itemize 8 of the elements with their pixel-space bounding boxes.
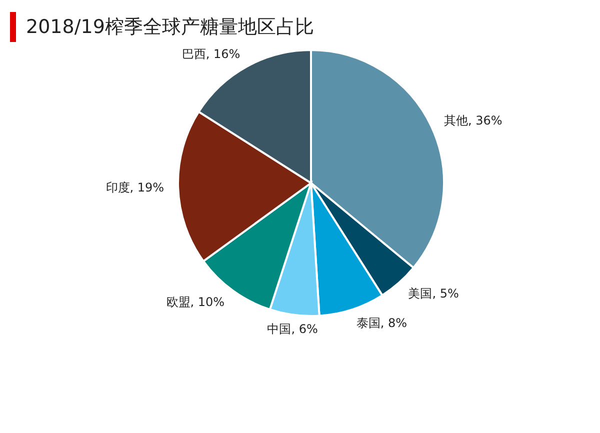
- slice-label: 其他, 36%: [444, 113, 502, 128]
- slice-label: 美国, 5%: [408, 286, 459, 300]
- slice-label: 中国, 6%: [267, 322, 318, 336]
- slice-label: 巴西, 16%: [182, 47, 240, 62]
- slice-label: 泰国, 8%: [356, 316, 408, 330]
- slice-label: 欧盟, 10%: [166, 294, 225, 309]
- slice-label: 印度, 19%: [106, 180, 164, 195]
- chart-title: 2018/19榨季全球产糖量地区占比: [26, 15, 314, 40]
